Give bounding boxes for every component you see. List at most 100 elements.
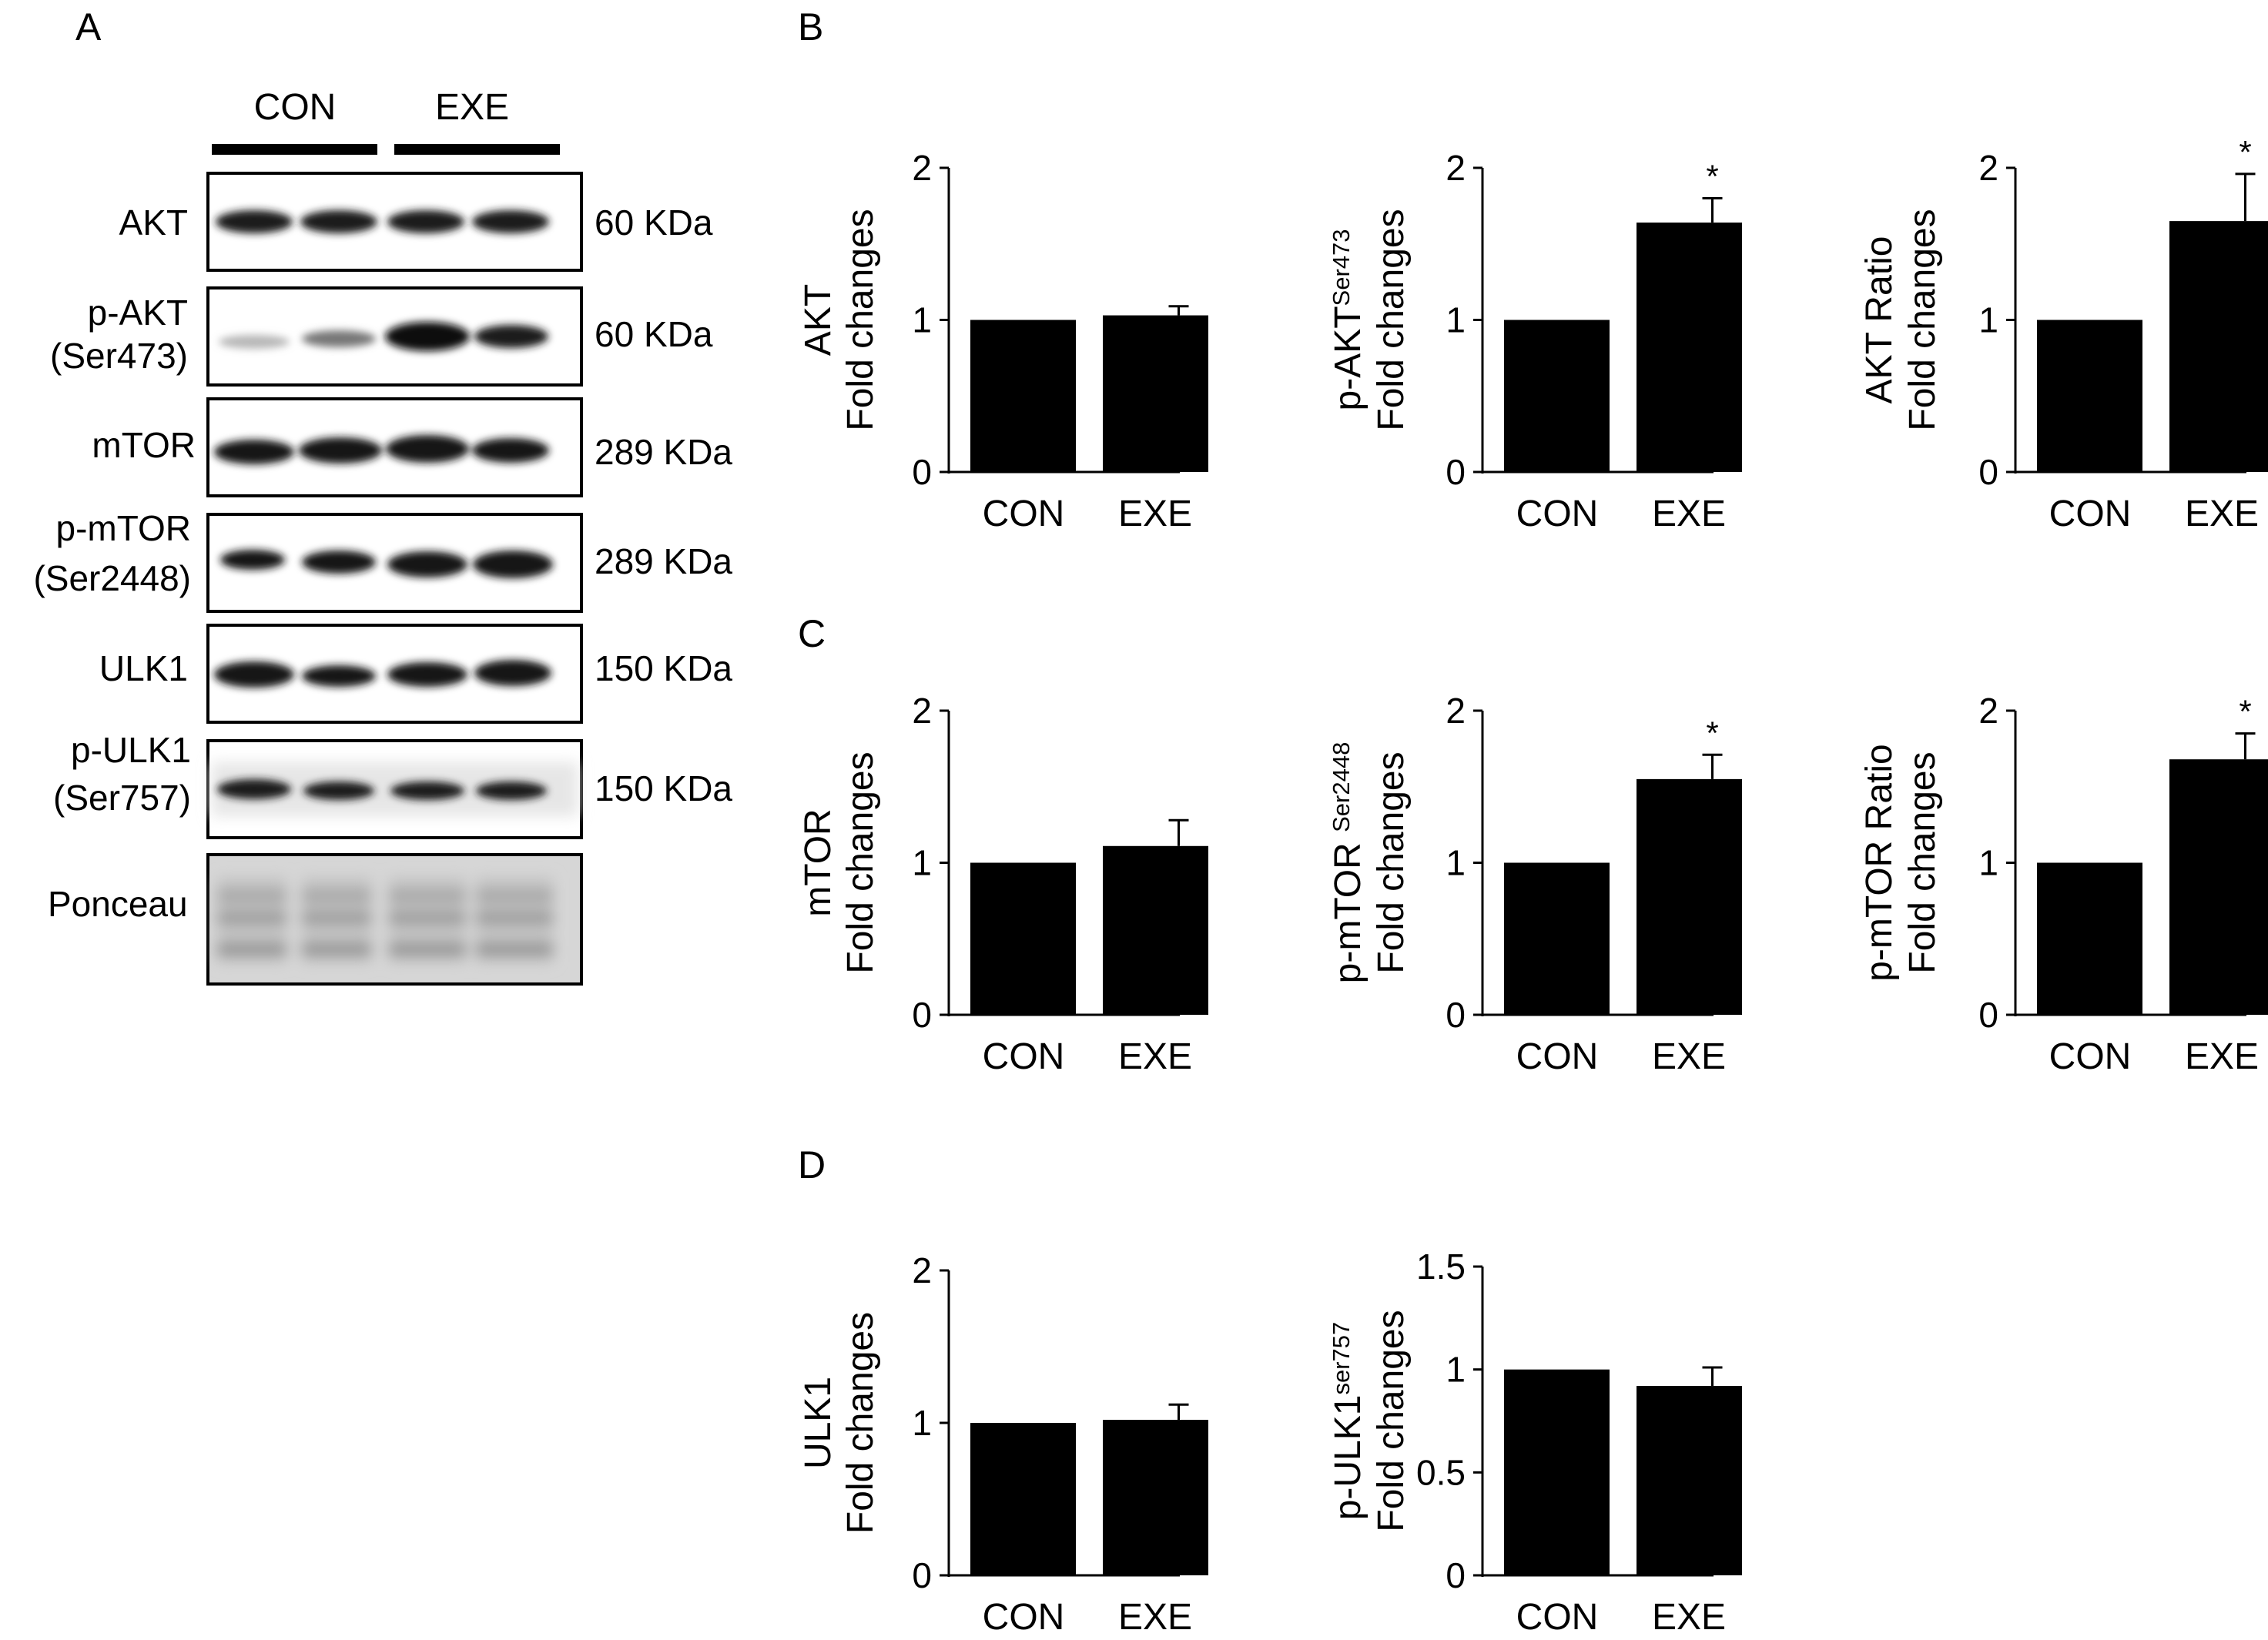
band [216, 210, 293, 233]
y-axis-label-line2: Fold changes [840, 1312, 881, 1534]
x-category-label: EXE [1652, 494, 1726, 534]
y-tick-label: 1 [1446, 300, 1466, 340]
band [476, 782, 547, 800]
band [474, 660, 551, 686]
y-tick-label: 0 [1446, 452, 1466, 492]
x-category-label: CON [983, 494, 1065, 534]
y-tick-label: 2 [1446, 691, 1466, 731]
blot-label-p-mtor-line1: p-mTOR [56, 508, 192, 548]
band [387, 210, 464, 233]
y-tick-label: 0 [912, 995, 932, 1035]
bar-exe [1103, 845, 1208, 1015]
band [302, 551, 376, 574]
y-tick-label: 2 [912, 1250, 932, 1290]
y-axis-label-line2: Fold changes [840, 209, 881, 430]
blot-group-bar-con [212, 144, 377, 155]
y-axis-label-line2: Fold changes [840, 751, 881, 973]
y-tick-label: 2 [1978, 148, 1998, 188]
bands-p-ulk1 [212, 762, 578, 816]
kda-label-p-mtor: 289 KDa [595, 541, 732, 581]
bar-exe [1637, 223, 1742, 472]
band [386, 435, 469, 463]
x-category-label: CON [1516, 1036, 1599, 1077]
significance-marker: * [1706, 715, 1718, 751]
bar-con [970, 862, 1076, 1015]
bar-chart-4: 0 1 2 CON EXE mTOR Fold changes [798, 691, 1208, 1077]
blot-group-label-con: CON [254, 87, 337, 128]
y-axis-label-line1: p-ULK1ser757 [1328, 1322, 1369, 1521]
x-category-label: EXE [1652, 1597, 1726, 1638]
x-category-label: CON [1516, 494, 1599, 534]
y-tick-label: 1 [912, 843, 932, 883]
bar-con [2037, 862, 2142, 1015]
bands-akt [216, 210, 549, 233]
band [385, 322, 470, 351]
bar-con [970, 1423, 1076, 1575]
band [214, 661, 294, 688]
band [299, 437, 382, 464]
bar-con [1504, 320, 1610, 472]
y-tick-label: 0 [912, 452, 932, 492]
y-tick-label: 1 [912, 300, 932, 340]
blot-label-p-ulk1-line1: p-ULK1 [71, 730, 191, 770]
kda-label-mtor: 289 KDa [595, 432, 732, 472]
y-tick-label: 0 [1446, 995, 1466, 1035]
bands-p-akt [219, 322, 548, 351]
y-axis-label-main: p-AKT [1328, 306, 1369, 410]
significance-marker: * [1706, 159, 1718, 195]
blot-label-p-mtor-line2: (Ser2448) [33, 558, 191, 598]
band [472, 210, 549, 233]
y-axis-label-main: p-mTOR [1328, 832, 1369, 983]
y-axis-label-line1: AKT [798, 284, 839, 356]
y-axis-label-line1: p-AKTSer473 [1328, 229, 1369, 411]
blot-label-akt: AKT [119, 202, 188, 243]
panel-letter-b: B [798, 5, 823, 49]
y-axis-label-line2: Fold changes [1371, 751, 1412, 973]
y-tick-label: 1.5 [1416, 1247, 1466, 1287]
bar-chart-1: 0 1 2 CON EXE AKT Fold changes [798, 148, 1208, 534]
y-tick-label: 1 [1978, 843, 1998, 883]
x-category-label: EXE [2185, 494, 2259, 534]
band [217, 779, 291, 799]
y-tick-label: 0 [1978, 995, 1998, 1035]
bar-exe [1637, 778, 1742, 1015]
bands-ponceau [217, 878, 553, 962]
y-axis-label-line2: Fold changes [1371, 209, 1412, 430]
y-axis-label-main: p-mTOR Ratio [1859, 744, 1900, 982]
y-axis-label-line1: ULK1 [798, 1377, 839, 1469]
band [473, 551, 553, 578]
significance-marker: * [2239, 694, 2251, 730]
blot-label-ponceau: Ponceau [48, 884, 188, 924]
band [387, 662, 467, 687]
band [214, 440, 294, 464]
bar-chart-3: 0 1 2 CON * EXE AKT Ratio Fold changes [1859, 134, 2268, 534]
y-axis-label-line2: Fold changes [1902, 209, 1943, 430]
y-axis-label-line1: p-mTOR Ratio [1859, 744, 1900, 982]
panel-letter-d: D [798, 1143, 826, 1186]
y-axis-label-main: mTOR [798, 808, 839, 916]
kda-label-p-ulk1: 150 KDa [595, 768, 732, 808]
x-category-label: CON [983, 1036, 1065, 1077]
bar-chart-6: 0 1 2 CON * EXE p-mTOR Ratio Fold changes [1859, 691, 2268, 1077]
bar-con [2037, 320, 2142, 472]
y-axis-label-main: ULK1 [798, 1377, 839, 1469]
y-tick-label: 0.5 [1416, 1452, 1466, 1492]
bar-con [1504, 1369, 1610, 1575]
bar-con [970, 320, 1076, 472]
western-blot-panel: CON EXE [33, 87, 732, 986]
y-axis-label-superscript: Ser2448 [1328, 742, 1355, 832]
x-category-label: EXE [2185, 1036, 2259, 1077]
blot-label-p-akt-line2: (Ser473) [50, 336, 188, 376]
y-axis-label-line2: Fold changes [1371, 1310, 1412, 1531]
x-category-label: CON [983, 1597, 1065, 1638]
y-axis-label-main: AKT Ratio [1859, 236, 1900, 404]
y-tick-label: 2 [1446, 148, 1466, 188]
y-axis-label-line1: AKT Ratio [1859, 236, 1900, 404]
blot-label-mtor: mTOR [92, 425, 196, 465]
blot-label-ulk1: ULK1 [99, 648, 188, 688]
significance-marker: * [2239, 134, 2251, 170]
y-axis-label-line1: mTOR [798, 808, 839, 916]
